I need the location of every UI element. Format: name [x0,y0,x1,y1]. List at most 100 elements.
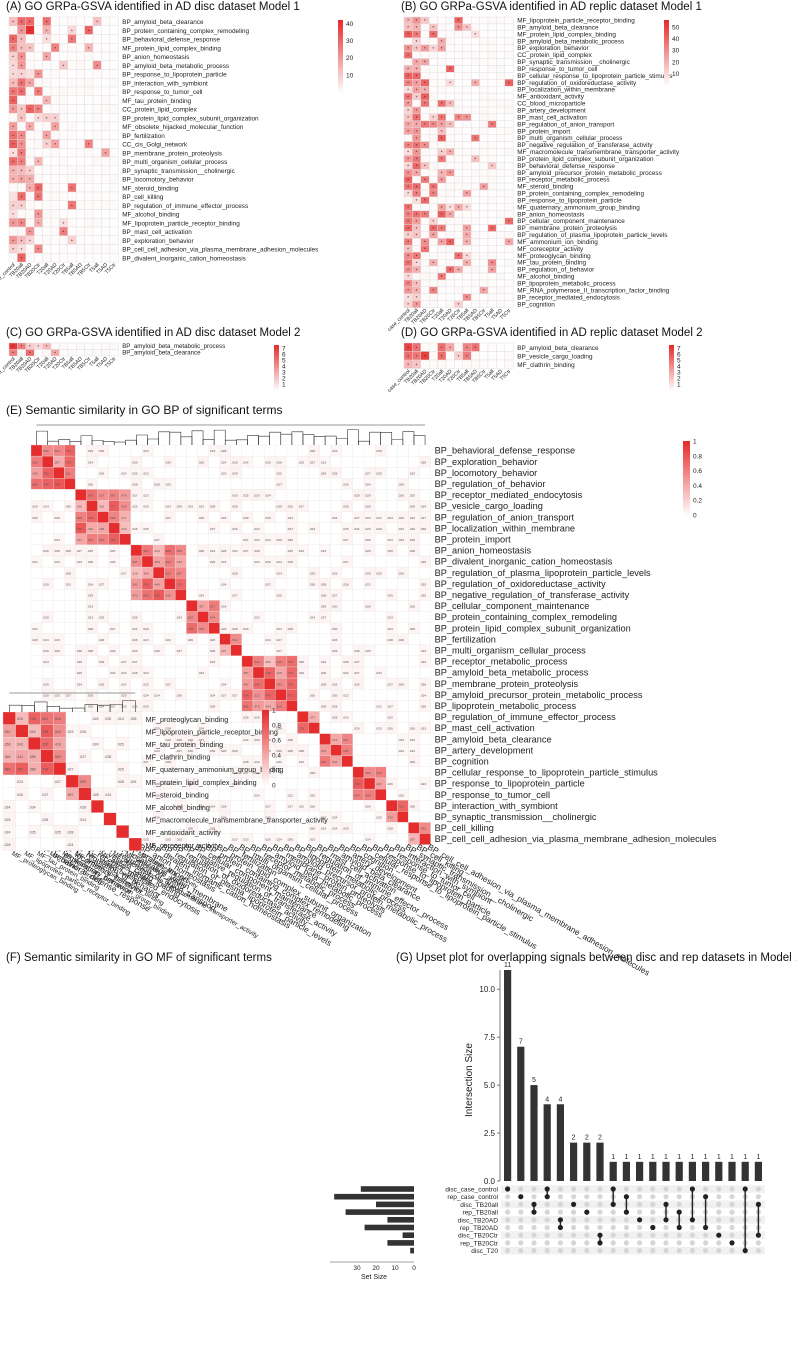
heatmap-B-cell [504,245,514,253]
similarity-E-cell [297,611,309,623]
similarity-E-row-label: BP_locomotory_behavior [435,468,538,478]
similarity-E-cell [108,655,120,668]
similarity-E-value: .029 [231,471,237,475]
heatmap-B-colorbar-tick: 40 [672,36,680,43]
heatmap-A-cell [84,16,94,26]
similarity-E-cell [419,611,431,623]
similarity-F-value: .026 [16,793,23,797]
heatmap-B-star: * [407,177,409,182]
heatmap-B-star: * [508,80,510,85]
heatmap-A-star: * [21,28,23,33]
similarity-F-cell [116,825,130,839]
similarity-E-cell [352,478,365,490]
heatmap-B-star: * [449,67,451,72]
similarity-E-value: .025 [298,460,304,464]
similarity-E-value: .028 [287,738,293,742]
heatmap-D-star: * [416,362,418,367]
heatmap-B-cell [479,65,489,73]
heatmap-A-star: * [37,186,39,191]
heatmap-B-star: * [416,288,418,293]
heatmap-D-cell [445,351,455,361]
upset-bar-label: 7 [519,1039,523,1046]
upset-matrix-dot [597,1224,603,1231]
heatmap-B-row-label: BP_cellular_component_maintenance [517,218,625,225]
heatmap-B-cell [454,37,463,45]
heatmap-B-cell [420,23,430,32]
upset-matrix-dot [557,1194,564,1200]
similarity-E-cell [297,578,309,590]
heatmap-B-star: * [416,32,418,37]
heatmap-B-star: * [407,233,409,238]
similarity-E-cell [64,666,76,679]
similarity-E-value: .027 [132,660,138,664]
similarity-E-cell [30,589,43,601]
heatmap-B-cell [471,210,480,218]
heatmap-B-star: * [432,233,434,238]
similarity-F-value: .024 [117,717,124,721]
similarity-E-dendrogram-branch [347,429,359,445]
upset-matrix-dot [637,1224,643,1231]
heatmap-A-cell [34,253,43,263]
similarity-E-value: .024 [87,582,93,586]
heatmap-B-star: * [441,157,443,162]
similarity-E-value: .604 [165,560,171,564]
similarity-E-cell [186,478,198,490]
similarity-E-cell [363,589,376,601]
similarity-E-value: .316 [132,571,138,575]
similarity-E-cell [141,600,154,612]
similarity-E-value: .029 [320,605,326,609]
similarity-E-cell [64,555,76,568]
similarity-E-value: .565 [176,549,182,553]
similarity-E-cell [164,700,176,712]
upset-matrix-dot [544,1248,550,1254]
similarity-E-dendrogram-branch [236,439,248,445]
heatmap-A-cell [59,16,69,26]
similarity-E-cell [397,589,409,601]
similarity-E-cell [275,777,287,790]
similarity-F-cell [91,762,104,776]
heatmap-A-star: * [21,142,23,147]
heatmap-A-star: * [29,125,31,130]
similarity-E-value: .026 [342,483,348,487]
heatmap-B-star: * [416,122,418,127]
similarity-E-value: .024 [276,560,282,564]
upset-matrix-dot [584,1186,590,1192]
heatmap-B-cell [504,141,514,149]
heatmap-B-star: * [407,274,409,279]
similarity-E-value: .592 [109,516,115,520]
heatmap-B-cell [496,279,505,288]
heatmap-B-cell [487,141,497,149]
heatmap-A-row-label: MF_tau_protein_binding [122,98,191,105]
similarity-E-cell [241,578,254,590]
heatmap-D-colorbar-step [669,378,674,380]
heatmap-B-cell [471,265,480,274]
heatmap-B-star: * [441,177,443,182]
heatmap-A-cell [75,148,85,158]
heatmap-A-cell [101,244,111,254]
similarity-E-cell [197,677,209,690]
heatmap-A-cell [42,165,52,175]
similarity-E-cell [53,489,65,501]
similarity-F-value: .559 [54,755,61,759]
similarity-E-value: .023 [220,560,226,564]
heatmap-B-cell [429,293,438,301]
heatmap-C-cell [42,349,52,357]
similarity-E-value: .611 [65,471,71,475]
similarity-E-cell [186,489,198,501]
similarity-E-value: .028 [209,705,215,709]
similarity-E-cell [175,600,187,612]
heatmap-B-cell [496,265,505,274]
heatmap-B-cell [445,58,455,66]
similarity-E-value: .026 [398,483,404,487]
similarity-E-cell [230,644,243,657]
heatmap-A-star: * [21,46,23,51]
similarity-E-cell [297,478,309,490]
similarity-E-cell [175,666,187,679]
similarity-E-cell [30,522,43,534]
heatmap-C-colorbar-step [274,370,279,373]
upset-set-size-bar [334,1193,414,1200]
heatmap-B-cell [504,175,514,184]
heatmap-A-star: * [37,90,39,95]
similarity-E-cell [419,489,431,501]
similarity-E-value: .025 [331,682,337,686]
